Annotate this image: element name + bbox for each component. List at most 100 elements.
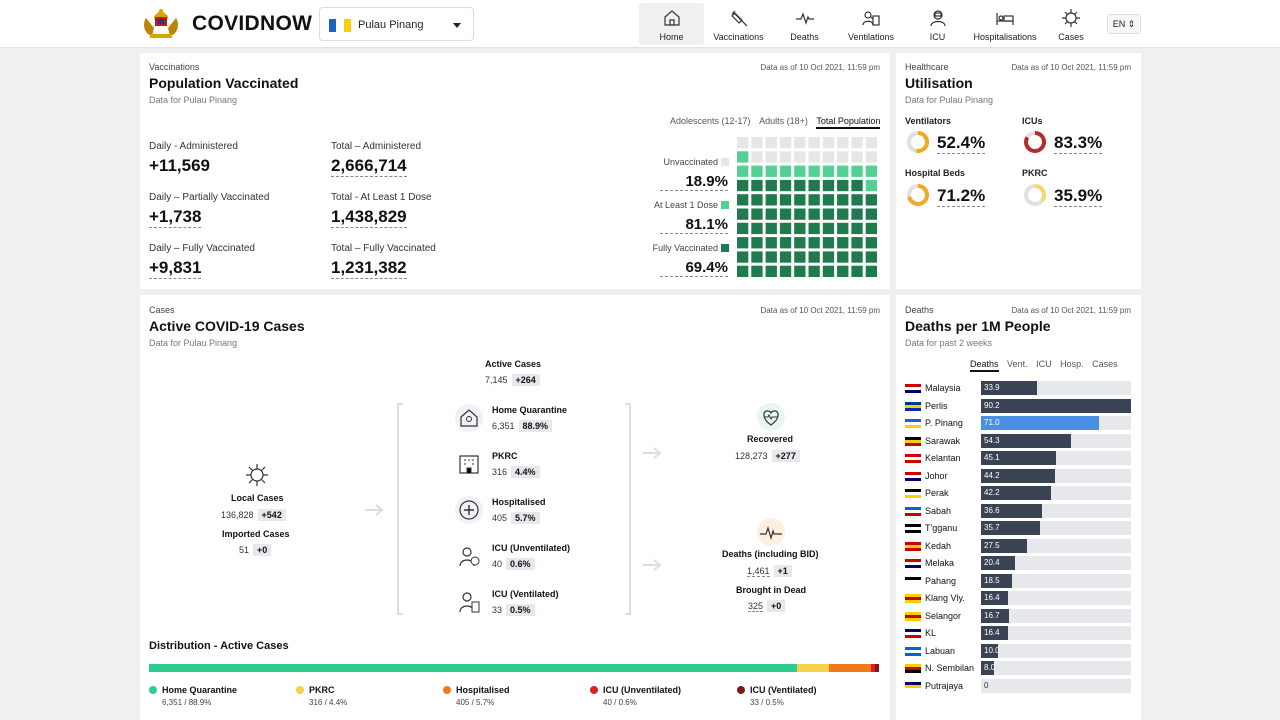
imported-cases-count[interactable]: 51 xyxy=(239,545,250,555)
deaths-row-selangor[interactable]: Selangor 16.7 xyxy=(905,608,1131,623)
total-administered-value[interactable]: 2,666,714 xyxy=(331,156,407,177)
waffle-cell xyxy=(751,179,763,192)
total-first-dose-value[interactable]: 1,438,829 xyxy=(331,207,407,228)
nav-deaths[interactable]: Deaths xyxy=(773,3,836,45)
local-cases-count[interactable]: 136,828 xyxy=(221,510,254,520)
tab-icu[interactable]: ICU xyxy=(1036,359,1052,369)
deaths-per-1m-subtitle: Data for past 2 weeks xyxy=(905,338,993,348)
state-selector[interactable]: Pulau Pinang xyxy=(319,7,474,41)
pkrc-value[interactable]: 35.9% xyxy=(1054,186,1103,207)
unvaccinated-value[interactable]: 18.9% xyxy=(660,173,728,191)
bar-track xyxy=(981,678,1131,693)
bar-fill xyxy=(981,591,1009,605)
deaths-row-melaka[interactable]: Melaka 20.4 xyxy=(905,556,1131,570)
waffle-cell xyxy=(737,251,749,263)
waffle-cell xyxy=(765,151,777,163)
active-cases-count[interactable]: 7,145 xyxy=(485,375,508,385)
deaths-row-p-pinang[interactable]: P. Pinang 71.0 xyxy=(905,416,1131,430)
tab-deaths[interactable]: Deaths xyxy=(970,359,999,372)
tab-adults[interactable]: Adults (18+) xyxy=(759,116,808,126)
recovered-count: 128,273 xyxy=(735,451,768,461)
first-dose-value[interactable]: 81.1% xyxy=(660,216,728,234)
recovered-value: 128,273 +277 xyxy=(735,450,800,462)
waffle-cell xyxy=(751,222,763,235)
daily-partial-value[interactable]: +1,738 xyxy=(149,207,202,228)
bar-value: 44.2 xyxy=(984,470,1000,480)
language-selector[interactable]: EN ⇕ xyxy=(1107,14,1141,34)
waffle-cell xyxy=(865,222,877,235)
deaths-row-sabah[interactable]: Sabah 36.6 xyxy=(905,503,1131,518)
deaths-row-n-sembilan[interactable]: N. Sembilan 8.0 xyxy=(905,661,1131,675)
legend-dot xyxy=(149,686,157,694)
state-name: Klang Vly. xyxy=(925,593,965,603)
malaysia-coat-of-arms-logo[interactable] xyxy=(140,8,182,40)
pkrc-building-icon xyxy=(459,455,479,474)
deaths-row-kl[interactable]: KL 16.4 xyxy=(905,626,1131,640)
daily-full-value[interactable]: +9,831 xyxy=(149,258,202,279)
deaths-row-labuan[interactable]: Labuan 10.0 xyxy=(905,643,1131,658)
deaths-row-klang-vly-[interactable]: Klang Vly. 16.4 xyxy=(905,591,1131,605)
state-name: Malaysia xyxy=(925,383,961,393)
distribution-segment-3[interactable] xyxy=(870,664,876,672)
state-name: KL xyxy=(925,628,937,638)
total-full-value[interactable]: 1,231,382 xyxy=(331,258,407,279)
bar-fill xyxy=(981,661,995,675)
deaths-row-perlis[interactable]: Perlis 90.2 xyxy=(905,398,1131,413)
waffle-cell xyxy=(751,208,763,220)
ventilators-value[interactable]: 52.4% xyxy=(937,133,986,154)
deaths-row-malaysia[interactable]: Malaysia 33.9 xyxy=(905,381,1131,395)
waffle-cell xyxy=(822,265,835,277)
state-flag-icon xyxy=(905,524,921,533)
distribution-segment-0[interactable] xyxy=(149,664,798,672)
deaths-row-putrajaya[interactable]: Putrajaya 0 xyxy=(905,678,1131,693)
bar-value: 54.3 xyxy=(984,435,1000,445)
nav-hospitalisations[interactable]: Hospitalisations xyxy=(971,3,1039,45)
nav-cases[interactable]: Cases xyxy=(1041,3,1101,45)
fully-vaccinated-value[interactable]: 69.4% xyxy=(660,259,728,277)
nav-home[interactable]: Home xyxy=(639,3,704,45)
icus-value[interactable]: 83.3% xyxy=(1054,133,1103,154)
waffle-cell xyxy=(808,208,820,220)
deaths-row-perak[interactable]: Perak 42.2 xyxy=(905,486,1131,500)
nav-icu[interactable]: ICU xyxy=(906,3,969,45)
deaths-row-kedah[interactable]: Kedah 27.5 xyxy=(905,538,1131,553)
waffle-cell xyxy=(765,251,777,263)
nav-vaccinations[interactable]: Vaccinations xyxy=(706,3,771,45)
waffle-cell xyxy=(779,237,792,249)
nav-label: Ventilations xyxy=(847,32,895,42)
tab-vent[interactable]: Vent. xyxy=(1007,359,1028,369)
waffle-cell xyxy=(837,237,849,249)
deaths-row-kelantan[interactable]: Kelantan 45.1 xyxy=(905,451,1131,465)
hospital-beds-value[interactable]: 71.2% xyxy=(937,186,986,207)
deaths-row-sarawak[interactable]: Sarawak 54.3 xyxy=(905,433,1131,448)
state-flag-icon xyxy=(905,681,921,691)
deaths-row-t-gganu[interactable]: T'gganu 35.7 xyxy=(905,521,1131,535)
distribution-segment-2[interactable] xyxy=(829,664,871,672)
state-flag-icon xyxy=(905,629,921,638)
nav-ventilations[interactable]: Ventilations xyxy=(838,3,904,45)
sort-icon: ⇕ xyxy=(1127,19,1136,29)
pkrc-label: PKRC xyxy=(1022,168,1048,178)
waffle-cell xyxy=(779,137,792,149)
brand-name[interactable]: COVIDNOW xyxy=(192,12,313,35)
tab-total-population[interactable]: Total Population xyxy=(816,116,881,129)
icu-ventilated-count: 33 xyxy=(492,605,503,615)
distribution-segment-4[interactable] xyxy=(875,664,879,672)
waffle-cell xyxy=(837,179,849,192)
deaths-count[interactable]: 1,461 xyxy=(747,566,770,577)
deaths-row-johor[interactable]: Johor 44.2 xyxy=(905,468,1131,483)
bar-value: 8.0 xyxy=(984,663,996,672)
hospital-beds-donut xyxy=(907,184,929,206)
active-cases-delta: +264 xyxy=(511,374,540,386)
bid-count[interactable]: 325 xyxy=(748,601,764,612)
legend-label: Hospitalised xyxy=(456,685,510,695)
distribution-segment-1[interactable] xyxy=(797,664,830,672)
tab-hosp[interactable]: Hosp. xyxy=(1060,359,1084,369)
waffle-cell xyxy=(837,208,849,220)
tab-adolescents[interactable]: Adolescents (12-17) xyxy=(670,116,751,126)
bar-track xyxy=(981,643,1131,658)
deaths-row-pahang[interactable]: Pahang 18.5 xyxy=(905,573,1131,588)
legend-icu-unventilated: ICU (Unventilated) 40 / 0.6% xyxy=(590,685,681,707)
tab-cases[interactable]: Cases xyxy=(1092,359,1118,369)
state-flag-icon xyxy=(905,401,921,411)
